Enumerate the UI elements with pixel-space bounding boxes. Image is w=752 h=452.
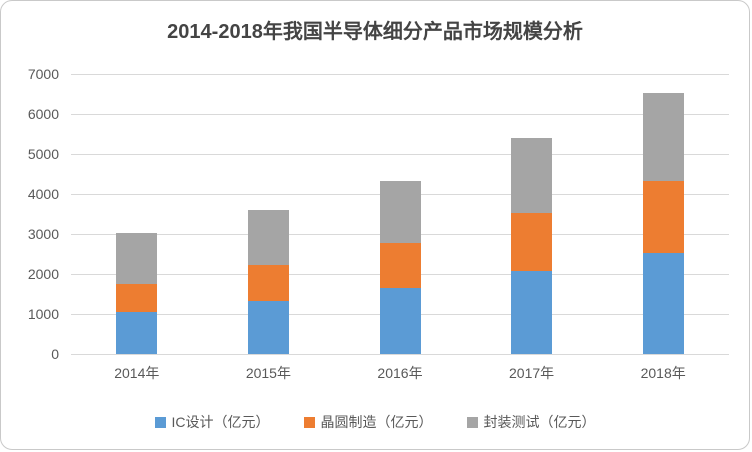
legend-swatch-icon (466, 416, 478, 428)
bar-segment-series3-cat5 (642, 92, 684, 181)
y-axis-tick-label: 7000 (27, 66, 59, 82)
y-axis-tick-label: 0 (51, 346, 59, 362)
bar-segment-series3-cat3 (379, 180, 421, 244)
gridline (71, 154, 729, 155)
bar-segment-series3-cat1 (116, 233, 158, 284)
bar-segment-series1-cat3 (379, 288, 421, 354)
legend-label: IC设计（亿元） (171, 414, 270, 430)
bar-segment-series3-cat2 (247, 209, 289, 265)
chart-title: 2014-2018年我国半导体细分产品市场规模分析 (167, 21, 583, 43)
bar-segment-series2-cat4 (511, 213, 553, 272)
x-axis-category-label: 2015年 (245, 365, 291, 381)
bar-segment-series1-cat2 (247, 301, 289, 354)
x-axis-category-label: 2018年 (640, 365, 686, 381)
bar-segment-series3-cat4 (511, 137, 553, 214)
y-axis-tick-label: 2000 (27, 266, 59, 282)
legend-label: 封装测试（亿元） (483, 414, 596, 430)
legend-item: 晶圆制造（亿元） (303, 412, 433, 432)
y-axis-tick-label: 3000 (27, 226, 59, 242)
bar-segment-series2-cat5 (642, 180, 684, 254)
bar-segment-series2-cat3 (379, 243, 421, 289)
legend-label: 晶圆制造（亿元） (320, 414, 433, 430)
y-axis-tick-label: 5000 (27, 146, 59, 162)
legend-swatch-icon (303, 416, 315, 428)
bar-segment-series1-cat5 (642, 253, 684, 354)
y-axis-tick-label: 4000 (27, 186, 59, 202)
gridline (71, 74, 729, 75)
x-axis-category-label: 2016年 (377, 365, 423, 381)
legend-item: 封装测试（亿元） (466, 412, 596, 432)
legend-item: IC设计（亿元） (154, 412, 270, 432)
y-axis-tick-label: 1000 (27, 306, 59, 322)
y-axis-tick-label: 6000 (27, 106, 59, 122)
x-axis-category-label: 2014年 (114, 365, 160, 381)
bar-segment-series1-cat4 (511, 271, 553, 354)
bar-segment-series1-cat1 (116, 312, 158, 354)
gridline (71, 114, 729, 115)
legend-swatch-icon (154, 416, 166, 428)
x-axis-category-label: 2017年 (509, 365, 555, 381)
legend: IC设计（亿元） 晶圆制造（亿元） 封装测试（亿元） (1, 412, 749, 432)
gridline (71, 354, 729, 355)
bar-segment-series2-cat2 (247, 264, 289, 301)
bar-segment-series2-cat1 (116, 283, 158, 313)
